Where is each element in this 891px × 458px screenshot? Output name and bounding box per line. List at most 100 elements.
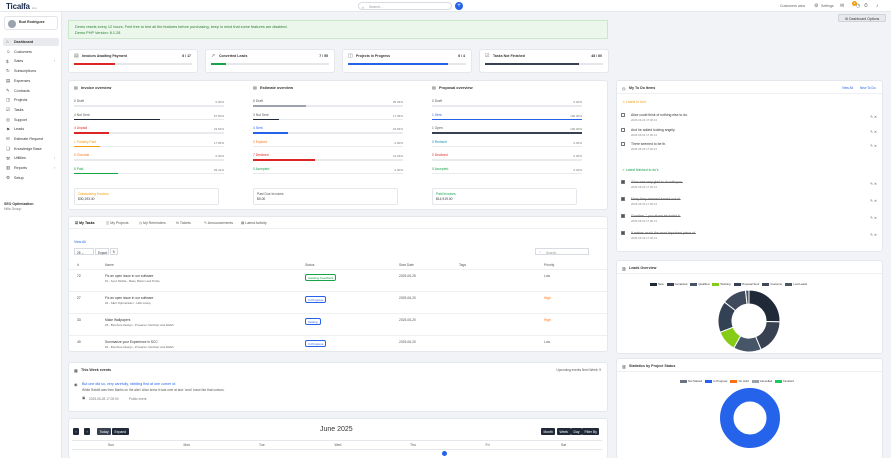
event-title-link[interactable]: But one did so, very carefully, nibbling…: [82, 382, 177, 386]
task-name-link[interactable]: Summarize your Experience in SCC: [105, 340, 158, 344]
todo-item[interactable]: Alice was very glad to do with you. 2025-…: [621, 180, 877, 192]
calendar-expand-button[interactable]: Expand: [112, 428, 129, 435]
legend-item[interactable]: On Hold: [727, 379, 749, 383]
user-profile[interactable]: Bud Rodriguez: [4, 16, 58, 30]
invoice-status-row[interactable]: 0 Overdue 0.00%: [74, 153, 224, 164]
proposal-status-row[interactable]: 0 Declined 0.00%: [432, 153, 582, 164]
invoice-status-row[interactable]: 1 Partially Paid 17.65%: [74, 140, 224, 151]
table-row[interactable]: 40 Summarize your Experience in SCC #2 - B…: [69, 335, 607, 357]
task-priority[interactable]: Low: [544, 274, 551, 278]
edit-icon[interactable]: ✎ ✕: [870, 216, 877, 220]
sidebar-item-sales[interactable]: $ Sales ‹: [3, 57, 59, 65]
legend-item[interactable]: Working: [709, 282, 731, 286]
legend-item[interactable]: Proposal Sent: [731, 282, 759, 286]
export-button[interactable]: Export: [95, 248, 109, 255]
invoice-status-row[interactable]: 4 Unpaid 23.53%: [74, 126, 224, 137]
tab-my-projects[interactable]: ◫ My Projects: [106, 221, 129, 225]
todo-item[interactable]: It makes much the most important piece o…: [621, 231, 877, 243]
task-priority[interactable]: High: [544, 296, 551, 300]
task-name-link[interactable]: Fix an open issue in our software: [105, 296, 154, 300]
sidebar-item-utilities[interactable]: ⚒ Utilities ‹: [3, 154, 59, 162]
sidebar-item-customers[interactable]: ☺ Customers: [3, 48, 59, 56]
edit-icon[interactable]: ✎ ✕: [870, 144, 877, 148]
sidebar-item-dashboard[interactable]: ⌂ Dashboard: [3, 38, 59, 46]
table-header-0[interactable]: #: [77, 263, 79, 267]
todo-checkbox[interactable]: [621, 214, 625, 218]
tasks-view-all-link[interactable]: View All: [74, 240, 86, 244]
table-row[interactable]: 72 Fix an open issue in our software #1 - …: [69, 269, 607, 291]
edit-icon[interactable]: ✎ ✕: [870, 199, 877, 203]
donut-slice-in-progress[interactable]: [720, 388, 780, 448]
task-status-badge[interactable]: Awaiting Feedback: [305, 274, 337, 281]
sidebar-item-setup[interactable]: ⚙ Setup: [3, 174, 59, 182]
todo-checkbox[interactable]: [621, 142, 625, 146]
legend-item[interactable]: Finished: [772, 379, 794, 383]
table-row[interactable]: 27 Fix an open issue in our software #4 - …: [69, 291, 607, 313]
sidebar-item-contracts[interactable]: ✎ Contracts: [3, 87, 59, 95]
edit-icon[interactable]: ✎ ✕: [870, 129, 877, 134]
edit-icon[interactable]: ✎ ✕: [870, 182, 877, 186]
task-name-link[interactable]: Make Wallpapers: [105, 318, 131, 322]
proposal-status-row[interactable]: 1 Open 100.00%: [432, 126, 582, 137]
todo-checkbox[interactable]: [621, 197, 625, 201]
donut-slice-new[interactable]: [748, 289, 781, 323]
table-header-4[interactable]: Tags: [459, 263, 466, 267]
table-header-2[interactable]: Status: [305, 263, 315, 267]
todo-checkbox[interactable]: [621, 231, 625, 235]
sidebar-item-leads[interactable]: ⚑ Leads: [3, 125, 59, 133]
legend-item[interactable]: Lost Leads: [782, 282, 807, 286]
tab-my-reminders[interactable]: ◷ My Reminders: [139, 221, 166, 225]
table-row[interactable]: 33 Make Wallpapers #3 - Brochure Design - …: [69, 313, 607, 335]
sidebar-item-support[interactable]: ◎ Support: [3, 116, 59, 124]
bell-icon[interactable]: ♪: [876, 3, 879, 9]
calendar-prev-button[interactable]: ‹: [73, 428, 80, 435]
calendar-today-button[interactable]: Today: [97, 428, 112, 435]
todo-item[interactable]: There seemed to be th. 2025-06-03 17:00:1…: [621, 142, 877, 154]
todo-item[interactable]: Many they seemed turned out of. 2025-06-0…: [621, 197, 877, 209]
donut-slice-lost-leads[interactable]: [744, 289, 750, 305]
estimate-status-row[interactable]: 4 Sent 23.53%: [253, 126, 403, 137]
legend-item[interactable]: Customer: [759, 282, 782, 286]
clock-icon[interactable]: ◷: [856, 3, 861, 9]
table-header-5[interactable]: Priority: [544, 263, 555, 267]
estimate-status-row[interactable]: 0 Expired 0.00%: [253, 140, 403, 151]
per-page-select[interactable]: 25 ⌄: [74, 248, 94, 255]
todo-item[interactable]: Alice could think of nothing else to do.…: [621, 113, 877, 125]
sidebar-item-estimate-request[interactable]: ✉ Estimate Request: [3, 135, 59, 143]
quick-create-button[interactable]: +: [455, 2, 463, 10]
legend-item[interactable]: Qualified: [687, 282, 709, 286]
sidebar-item-knowledge-base[interactable]: ❏ Knowledge Base: [3, 145, 59, 153]
calendar-view-month[interactable]: Month: [541, 428, 556, 435]
chat-icon[interactable]: ✉: [840, 3, 845, 9]
tab-my-tasks[interactable]: ☑ My Tasks: [75, 221, 95, 225]
task-status-badge[interactable]: In Progress: [305, 340, 327, 347]
calendar-view-filter-by[interactable]: Filter By: [582, 428, 600, 435]
legend-item[interactable]: Contacted: [664, 282, 687, 286]
sidebar-item-tasks[interactable]: ☑ Tasks: [3, 106, 59, 114]
estimate-status-row[interactable]: 6 Draft 35.29%: [253, 99, 403, 110]
invoice-status-row[interactable]: 4 Not Sent 57.50%: [74, 113, 224, 124]
new-todo-link[interactable]: New To Do: [860, 86, 876, 90]
todo-checkbox[interactable]: [621, 113, 625, 117]
edit-icon[interactable]: ✎ ✕: [870, 233, 877, 237]
tab-announcements[interactable]: ✎ Announcements: [204, 221, 233, 225]
calendar-view-week[interactable]: Week: [557, 428, 571, 435]
gear-icon[interactable]: ⚙: [814, 3, 819, 9]
task-name-link[interactable]: Fix an open issue in our software: [105, 274, 154, 278]
todo-item[interactable]: And he added looking angrily. 2025-06-03 …: [621, 127, 877, 140]
sidebar-item-reports[interactable]: ▥ Reports ‹: [3, 164, 59, 172]
proposal-status-row[interactable]: 0 Revised 0.00%: [432, 140, 582, 151]
proposal-status-row[interactable]: 0 Draft 0.00%: [432, 99, 582, 110]
legend-item[interactable]: Cancelled: [749, 379, 772, 383]
timer-icon[interactable]: ⏱: [864, 3, 868, 9]
settings-link[interactable]: Settings: [821, 4, 834, 8]
task-status-badge[interactable]: Testing: [305, 318, 321, 325]
sidebar-item-projects[interactable]: ◫ Projects: [3, 96, 59, 104]
legend-item[interactable]: In Progress: [702, 379, 727, 383]
global-search-input[interactable]: ⌕ Search...: [358, 2, 452, 10]
app-logo[interactable]: Ticalfa crm: [6, 2, 37, 11]
todo-item[interactable]: Goodlee '-' you alone be forbid it. 2025-…: [621, 214, 877, 226]
invoice-status-row[interactable]: 5 Paid 29.41%: [74, 167, 224, 178]
sidebar-item-subscriptions[interactable]: ↻ Subscriptions: [3, 67, 59, 75]
dashboard-options-button[interactable]: ⚙ Dashboard Options: [838, 14, 886, 22]
